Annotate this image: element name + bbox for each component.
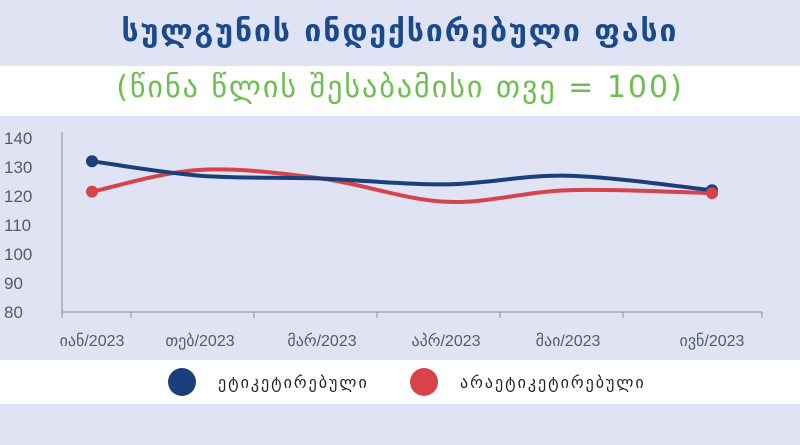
line-chart: 140 130 120 110 100 90 80 იან/2023 თებ/2023 მარ/2… [4, 129, 763, 350]
subtitle-band [0, 66, 800, 116]
x-tick-label: თებ/2023 [165, 332, 234, 350]
chart-title: სულგუნის ინდექსირებული ფასი [121, 14, 679, 49]
legend-label-unlabeled: არაეტიკეტირებული [460, 372, 646, 392]
legend-item-unlabeled: არაეტიკეტირებული [410, 366, 646, 398]
y-tick-label: 80 [4, 303, 23, 322]
y-tick-label: 140 [4, 129, 32, 148]
series-2-point [706, 187, 718, 200]
y-tick-label: 120 [4, 187, 32, 206]
x-tick-label: აპრ/2023 [411, 332, 480, 350]
series-2-point [86, 185, 98, 198]
legend-marker-unlabeled [410, 368, 438, 396]
legend-item-labeled: ეტიკეტირებული [168, 366, 369, 398]
x-tick-label: იან/2023 [60, 332, 125, 350]
series-line-2 [90, 167, 714, 205]
y-tick-label: 110 [4, 216, 31, 235]
series-1-point [86, 155, 98, 168]
x-tick-label: მაი/2023 [536, 332, 601, 350]
footer-background [0, 404, 800, 445]
y-tick-label: 90 [4, 274, 23, 293]
legend-strip [0, 360, 800, 404]
x-tick-label: მარ/2023 [287, 332, 356, 350]
legend: ეტიკეტირებული არაეტიკეტირებული [0, 366, 800, 398]
series-line-1 [90, 159, 714, 193]
legend-marker-labeled [168, 368, 196, 396]
y-tick-label: 100 [4, 245, 32, 264]
y-tick-label: 130 [4, 158, 32, 177]
chart-subtitle: (წინა წლის შესაბამისი თვე = 100) [116, 70, 684, 105]
x-tick-label: ივნ/2023 [680, 332, 745, 350]
plot-background [0, 116, 800, 360]
legend-label-labeled: ეტიკეტირებული [218, 372, 369, 392]
title-background [0, 0, 800, 66]
